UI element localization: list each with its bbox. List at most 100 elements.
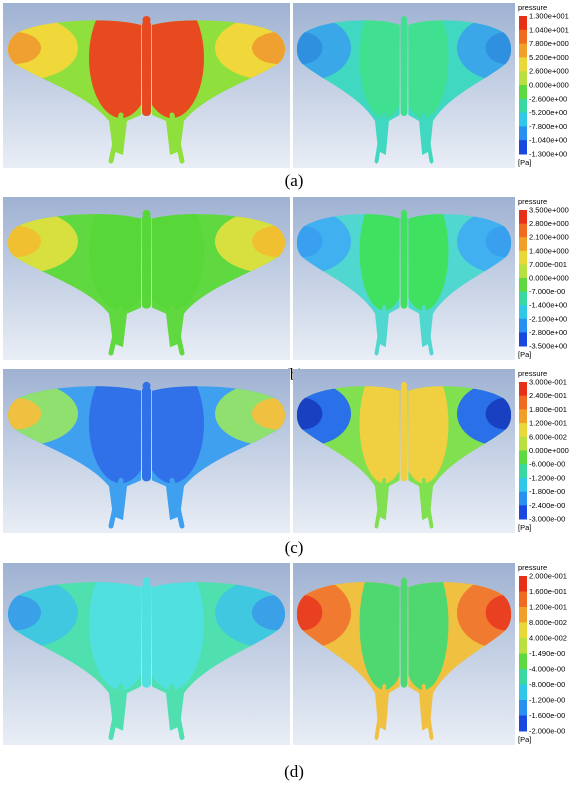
legend-unit: [Pa] [518, 523, 531, 532]
legend: pressure3.000e-0012.400e-0011.800e-0011.… [517, 369, 585, 533]
legend-label: -2.400e-00 [529, 501, 565, 510]
color-band [519, 210, 527, 224]
color-band [519, 224, 527, 238]
legend-label: -7.800e+00 [529, 122, 567, 131]
legend-label: -2.000e-00 [529, 727, 565, 736]
head [143, 210, 151, 218]
legend-label: 1.800e-001 [529, 405, 567, 414]
legend: pressure3.500e+0002.800e+0002.100e+0001.… [517, 197, 585, 360]
color-band [519, 505, 527, 519]
color-band [519, 251, 527, 265]
head [401, 210, 407, 218]
color-band [519, 592, 527, 608]
legend-label: 3.000e-001 [529, 378, 567, 387]
legend-label: 3.500e+000 [529, 206, 569, 215]
color-band [519, 396, 527, 410]
body [142, 387, 151, 481]
color-band [519, 99, 527, 113]
color-band [519, 437, 527, 451]
contour-image [266, 192, 542, 360]
color-band [519, 30, 527, 44]
color-band [519, 292, 527, 306]
color-band [519, 478, 527, 492]
legend-label: -2.100e+00 [529, 314, 567, 323]
color-band [519, 126, 527, 140]
legend-label: -6.000e-00 [529, 460, 565, 469]
body [401, 387, 408, 481]
color-band [519, 332, 527, 346]
color-band [519, 264, 527, 278]
legend-label: -1.600e-00 [529, 711, 565, 720]
color-band [519, 700, 527, 716]
legend-label: -5.200e+00 [529, 108, 567, 117]
contour-image [0, 557, 325, 745]
caption: (a) [285, 171, 304, 190]
legend-label: 0.000e+000 [529, 274, 569, 283]
caption: (d) [284, 762, 304, 781]
head [143, 382, 151, 390]
legend-unit: [Pa] [518, 350, 531, 359]
legend-label: -1.200e-00 [529, 696, 565, 705]
head [143, 16, 151, 24]
contour-image [0, 192, 325, 360]
legend-label: -4.000e-00 [529, 665, 565, 674]
legend-label: -2.600e+00 [529, 94, 567, 103]
legend-label: -8.000e-00 [529, 680, 565, 689]
legend-label: 1.300e+001 [529, 12, 569, 21]
legend-label: 7.000e-001 [529, 260, 567, 269]
legend-label: 1.200e-001 [529, 603, 567, 612]
color-band [519, 654, 527, 670]
legend-label: -1.490e-00 [529, 649, 565, 658]
color-band [519, 237, 527, 251]
legend-unit: [Pa] [518, 158, 531, 167]
contour-image [266, 557, 542, 745]
head [401, 16, 407, 24]
legend-label: 2.800e+000 [529, 219, 569, 228]
legend-label: -1.200e-00 [529, 473, 565, 482]
body [142, 215, 151, 309]
legend-label: 1.400e+000 [529, 246, 569, 255]
legend-label: 7.800e+000 [529, 39, 569, 48]
legend-label: 2.600e+000 [529, 67, 569, 76]
color-band [519, 305, 527, 319]
legend-label: 8.000e-002 [529, 618, 567, 627]
color-band [519, 278, 527, 292]
color-band [519, 685, 527, 701]
legend-label: 2.100e+000 [529, 233, 569, 242]
color-band [519, 716, 527, 732]
head [143, 577, 151, 586]
contour-image [266, 0, 542, 168]
color-band [519, 409, 527, 423]
legend-label: 1.200e-001 [529, 419, 567, 428]
legend: pressure1.300e+0011.040e+0017.800e+0005.… [517, 3, 585, 168]
color-band [519, 492, 527, 506]
legend-label: 6.000e-002 [529, 432, 567, 441]
body [142, 583, 151, 688]
legend-label: 0.000e+000 [529, 81, 569, 90]
legend: pressure2.000e-0011.600e-0011.200e-0018.… [517, 563, 585, 745]
legend-label: -1.300e+00 [529, 150, 567, 159]
body [401, 583, 408, 688]
contour-image [0, 364, 325, 533]
legend-label: -1.400e+00 [529, 301, 567, 310]
color-band [519, 85, 527, 99]
legend-label: -1.040e+00 [529, 136, 567, 145]
caption: (c) [285, 538, 304, 557]
legend-label: 4.000e-002 [529, 634, 567, 643]
body [142, 21, 151, 116]
color-band [519, 638, 527, 654]
color-band [519, 140, 527, 154]
body [401, 21, 408, 116]
color-band [519, 623, 527, 639]
legend-label: -7.000e-00 [529, 287, 565, 296]
color-band [519, 113, 527, 127]
legend-label: 0.000e+000 [529, 446, 569, 455]
legend-label: 1.600e-001 [529, 587, 567, 596]
color-band [519, 57, 527, 71]
color-band [519, 607, 527, 623]
head [401, 577, 407, 586]
legend-label: -3.500e+00 [529, 342, 567, 351]
contour-image [0, 0, 325, 168]
color-band [519, 71, 527, 85]
color-band [519, 451, 527, 465]
